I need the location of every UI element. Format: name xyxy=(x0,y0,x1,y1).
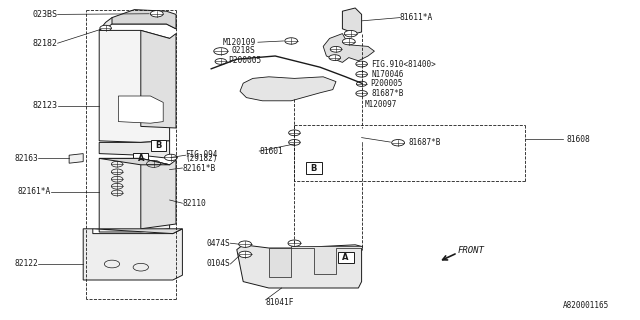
Bar xyxy=(133,153,148,164)
Text: 82163: 82163 xyxy=(15,154,38,163)
Polygon shape xyxy=(99,30,170,142)
Circle shape xyxy=(356,61,367,67)
Text: 82161*B: 82161*B xyxy=(182,164,216,172)
Bar xyxy=(338,252,354,263)
Text: 81041F: 81041F xyxy=(266,298,294,307)
Circle shape xyxy=(214,48,228,55)
Text: 81687*B: 81687*B xyxy=(371,89,404,98)
Circle shape xyxy=(356,71,367,77)
Text: 0218S: 0218S xyxy=(232,46,255,55)
Text: FIG.094: FIG.094 xyxy=(186,150,218,159)
Text: 82110: 82110 xyxy=(182,199,206,208)
Circle shape xyxy=(239,251,252,258)
Text: 81608: 81608 xyxy=(566,135,590,144)
Circle shape xyxy=(392,140,404,146)
Circle shape xyxy=(289,140,300,145)
Polygon shape xyxy=(141,158,176,229)
Polygon shape xyxy=(99,158,170,165)
Text: A: A xyxy=(138,154,144,163)
Text: A820001165: A820001165 xyxy=(563,301,609,310)
Circle shape xyxy=(330,46,342,52)
Circle shape xyxy=(100,25,111,31)
Text: 82122: 82122 xyxy=(15,260,38,268)
Text: P200005: P200005 xyxy=(228,56,262,65)
Polygon shape xyxy=(342,8,362,34)
Circle shape xyxy=(215,59,227,64)
Text: 82182: 82182 xyxy=(33,39,58,48)
Text: A: A xyxy=(342,253,349,262)
Circle shape xyxy=(329,55,340,60)
Text: B: B xyxy=(310,164,317,172)
Polygon shape xyxy=(99,158,170,232)
Polygon shape xyxy=(237,245,362,288)
Circle shape xyxy=(342,38,355,45)
Text: 0104S: 0104S xyxy=(207,260,230,268)
Circle shape xyxy=(164,154,177,161)
Circle shape xyxy=(356,91,367,96)
Text: 023BS: 023BS xyxy=(33,10,58,19)
Bar xyxy=(151,140,166,151)
Text: (29182): (29182) xyxy=(186,154,218,163)
Polygon shape xyxy=(99,141,170,158)
Text: 0474S: 0474S xyxy=(207,239,230,248)
Text: P200005: P200005 xyxy=(370,79,403,88)
Text: FIG.910<81400>: FIG.910<81400> xyxy=(371,60,436,68)
Bar xyxy=(306,162,321,174)
Text: 81601: 81601 xyxy=(259,147,283,156)
Polygon shape xyxy=(141,30,176,128)
Circle shape xyxy=(344,30,357,37)
Polygon shape xyxy=(83,229,182,280)
Circle shape xyxy=(289,130,300,136)
Circle shape xyxy=(239,241,252,247)
Polygon shape xyxy=(112,10,176,29)
Circle shape xyxy=(285,38,298,44)
Polygon shape xyxy=(240,77,336,101)
Polygon shape xyxy=(291,246,362,274)
Polygon shape xyxy=(269,248,291,277)
Circle shape xyxy=(356,81,367,86)
Text: M120109: M120109 xyxy=(223,38,256,47)
Polygon shape xyxy=(99,18,176,30)
Polygon shape xyxy=(323,34,374,62)
Text: 82161*A: 82161*A xyxy=(18,188,51,196)
Text: 81687*B: 81687*B xyxy=(408,138,441,147)
Circle shape xyxy=(150,11,163,17)
Polygon shape xyxy=(69,154,83,163)
Text: M120097: M120097 xyxy=(365,100,397,109)
Text: 82123: 82123 xyxy=(33,101,58,110)
Polygon shape xyxy=(118,96,163,123)
Text: N170046: N170046 xyxy=(371,70,404,79)
Text: B: B xyxy=(156,141,162,150)
Text: FRONT: FRONT xyxy=(458,246,484,255)
Polygon shape xyxy=(93,229,182,234)
Circle shape xyxy=(288,240,301,246)
Text: 81611*A: 81611*A xyxy=(400,13,433,22)
